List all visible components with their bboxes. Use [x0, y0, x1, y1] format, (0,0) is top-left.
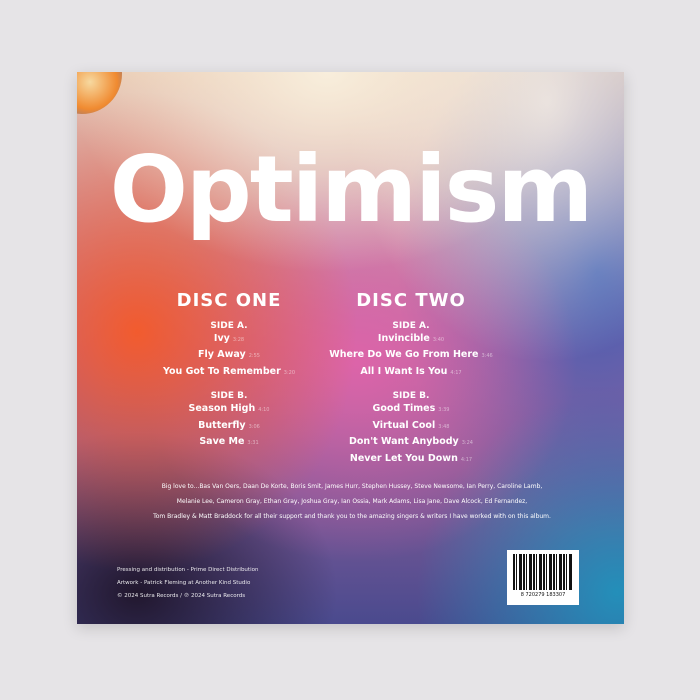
- track-duration: 3:40: [432, 337, 445, 343]
- track-name: Virtual Cool: [372, 419, 436, 431]
- track-duration: 4:17: [450, 369, 462, 376]
- track-name: You Got To Remember: [163, 365, 281, 377]
- track: You Got To Remember 3:20: [139, 365, 319, 377]
- track-duration: 2:55: [248, 353, 260, 360]
- track: Butterfly 3:06: [139, 419, 319, 431]
- credits: Pressing and distribution - Prime Direct…: [117, 564, 258, 603]
- track-duration: 3:06: [248, 423, 260, 430]
- track-name: Fly Away: [198, 349, 246, 361]
- track-duration: 3:39: [438, 407, 450, 414]
- track-name: Where Do We Go From Here: [329, 349, 479, 361]
- track-duration: 3:31: [247, 440, 259, 447]
- track: Invincible 3:40: [321, 333, 501, 344]
- track: Fly Away 2:55: [139, 350, 319, 360]
- barcode: 8 720279 183307: [507, 550, 579, 605]
- track-name: Never Let You Down: [349, 452, 458, 464]
- track-name: Save Me: [199, 436, 245, 448]
- track-duration: 3:20: [283, 369, 295, 376]
- track: Virtual Cool 3:48: [321, 419, 501, 431]
- side-label: SIDE A.: [210, 321, 248, 331]
- track-duration: 3:28: [232, 337, 245, 343]
- track-name: Good Times: [372, 403, 436, 415]
- disc-heading: DISC TWO: [356, 290, 466, 311]
- disc-2-tracklist: DISC TWO SIDE A. Invincible 3:40 Where Do We…: [321, 290, 501, 470]
- track: Where Do We Go From Here 3:46: [321, 350, 501, 360]
- track-duration: 3:46: [481, 353, 493, 360]
- disc-1-tracklist: DISC ONE SIDE A. Ivy 3:28 Fly Away 2:55 You Go…: [139, 290, 319, 454]
- thanks-line: Big love to...Bas Van Oers, Daan De Kort…: [161, 483, 543, 490]
- track-duration: 4:17: [460, 456, 473, 463]
- track-name: Invincible: [377, 333, 430, 344]
- credit-line: Artwork - Patrick Fleming at Another Kin…: [117, 580, 251, 586]
- track: Don't Want Anybody 3:24: [321, 436, 501, 448]
- track: Good Times 3:39: [321, 404, 501, 414]
- track: Save Me 3:31: [139, 436, 319, 448]
- barcode-number: 8 720279 183307: [520, 592, 566, 598]
- side-label: SIDE A.: [392, 321, 430, 331]
- track: Never Let You Down 4:17: [321, 452, 501, 464]
- side-label: SIDE B.: [210, 391, 248, 402]
- track: Season High 4:10: [139, 404, 319, 414]
- album-back-cover: Optimism DISC ONE SIDE A. Ivy 3:28 Fly Away 2…: [77, 72, 624, 624]
- thanks-line: Tom Bradley & Matt Braddock for all thei…: [153, 513, 551, 520]
- album-title: Optimism: [109, 136, 594, 243]
- credit-line: © 2024 Sutra Records / ℗ 2024 Sutra Reco…: [117, 593, 246, 599]
- disc-heading: DISC ONE: [176, 290, 282, 311]
- track: All I Want Is You 4:17: [321, 365, 501, 377]
- side-label: SIDE B.: [392, 391, 430, 402]
- orb-graphic: [77, 72, 122, 114]
- track-name: Butterfly: [198, 419, 246, 431]
- track-name: All I Want Is You: [360, 365, 448, 377]
- track-name: Don't Want Anybody: [349, 436, 459, 448]
- track-name: Season High: [188, 403, 256, 415]
- thanks-line: Melanie Lee, Cameron Gray, Ethan Gray, J…: [176, 498, 528, 505]
- track-duration: 3:24: [461, 440, 473, 447]
- track-name: Ivy: [213, 333, 230, 344]
- thanks-text: Big love to...Bas Van Oers, Daan De Kort…: [117, 479, 587, 524]
- track-duration: 4:10: [258, 407, 270, 414]
- credit-line: Pressing and distribution - Prime Direct…: [117, 567, 259, 573]
- track-duration: 3:48: [438, 423, 450, 430]
- barcode-bars: [513, 554, 573, 590]
- track: Ivy 3:28: [139, 333, 319, 344]
